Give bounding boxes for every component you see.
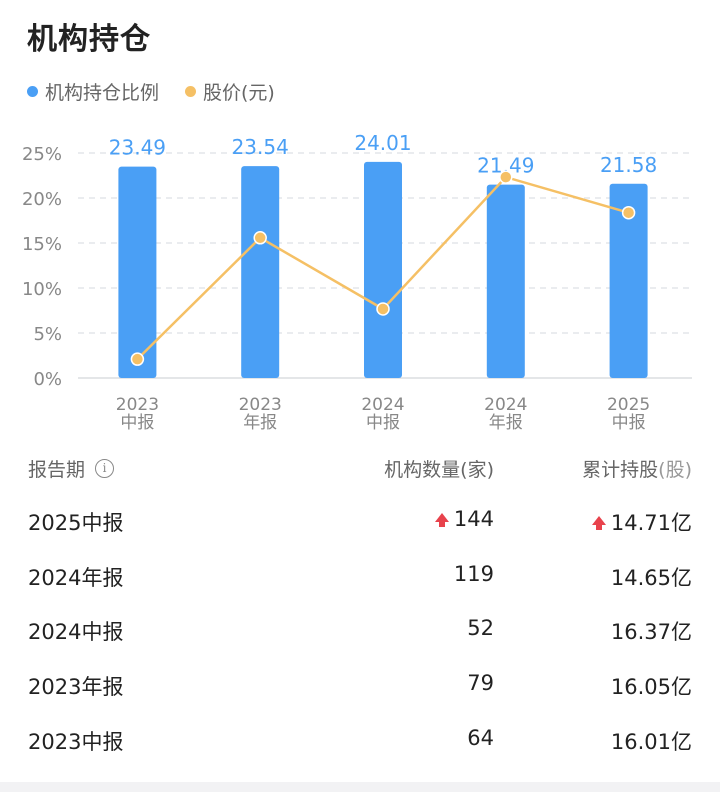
header-period-label: 报告期	[28, 459, 86, 481]
header-shares-label: 累计持股	[582, 459, 659, 481]
table-header: 报告期 i 机构数量(家) 累计持股(股)	[0, 455, 720, 485]
data-label: 23.49	[109, 136, 166, 160]
table-row[interactable]: 2024中报 52 16.37亿	[0, 616, 720, 670]
bar	[118, 166, 157, 378]
up-arrow-icon	[591, 515, 606, 530]
row-count: 144	[434, 507, 494, 531]
x-tick-label-year: 2024	[361, 395, 404, 415]
row-count-value: 144	[453, 507, 494, 531]
page-title: 机构持仓	[27, 22, 151, 57]
row-count: 79	[467, 671, 494, 695]
x-tick-label-period: 中报	[612, 413, 646, 433]
table-row[interactable]: 2025中报 144 14.71亿	[0, 507, 720, 561]
header-shares: 累计持股(股)	[582, 455, 692, 482]
row-period: 2025中报	[28, 511, 124, 535]
row-period: 2024中报	[28, 620, 124, 644]
price-point	[499, 170, 513, 184]
x-tick-label-period: 中报	[366, 413, 400, 433]
header-shares-unit: (股)	[658, 459, 692, 481]
legend-label-price: 股价(元)	[203, 82, 275, 104]
chart-legend: 机构持仓比例 股价(元)	[27, 78, 301, 105]
price-point	[621, 205, 636, 220]
row-count-value: 119	[453, 562, 494, 586]
header-count: 机构数量(家)	[384, 459, 494, 481]
legend-item-holding[interactable]: 机构持仓比例	[27, 78, 159, 105]
row-shares: 16.05亿	[611, 671, 692, 701]
x-tick-label-year: 2024	[484, 395, 527, 415]
price-point	[130, 352, 145, 366]
row-shares: 14.71亿	[591, 507, 692, 537]
data-label: 21.58	[600, 153, 657, 177]
bar	[364, 161, 402, 378]
row-count-value: 52	[467, 616, 494, 640]
row-period: 2024年报	[28, 566, 124, 590]
bar	[486, 184, 525, 378]
row-count: 119	[454, 562, 494, 586]
y-tick-label: 20%	[22, 189, 62, 210]
y-tick-label: 15%	[22, 234, 62, 255]
row-period: 2023中报	[28, 730, 124, 754]
x-tick-label-period: 年报	[243, 413, 277, 433]
bar	[609, 183, 648, 378]
info-icon[interactable]: i	[95, 459, 115, 478]
x-tick-label-period: 年报	[489, 413, 523, 433]
row-count: 64	[467, 726, 494, 750]
x-tick-label-period: 中报	[120, 413, 154, 433]
row-period: 2023年报	[28, 675, 124, 699]
bar	[241, 166, 280, 378]
row-count-value: 79	[467, 671, 494, 695]
price-point	[253, 231, 267, 245]
y-tick-label: 5%	[33, 324, 62, 345]
x-tick-label-year: 2023	[116, 395, 159, 415]
row-shares-value: 14.71亿	[610, 511, 692, 535]
legend-dot-holding	[27, 86, 38, 97]
row-shares-value: 16.37亿	[610, 620, 692, 644]
header-period: 报告期 i	[28, 455, 115, 482]
data-label: 23.54	[232, 135, 289, 159]
legend-label-holding: 机构持仓比例	[45, 82, 160, 104]
x-tick-label-year: 2023	[239, 395, 282, 415]
y-tick-label: 25%	[22, 144, 62, 165]
row-shares-value: 14.65亿	[610, 566, 692, 590]
table-row[interactable]: 2024年报 119 14.65亿	[0, 562, 720, 616]
row-count-value: 64	[467, 726, 494, 750]
table-row[interactable]: 2023中报 64 16.01亿	[0, 726, 720, 780]
legend-item-price[interactable]: 股价(元)	[185, 78, 275, 105]
table-row[interactable]: 2023年报 79 16.05亿	[0, 671, 720, 725]
row-shares: 14.65亿	[611, 562, 692, 592]
y-tick-label: 10%	[22, 279, 62, 300]
row-shares: 16.37亿	[611, 616, 692, 646]
legend-dot-price	[185, 86, 197, 97]
price-point	[376, 302, 390, 316]
row-shares-value: 16.01亿	[610, 730, 692, 754]
x-tick-label-year: 2025	[607, 395, 650, 415]
row-shares-value: 16.05亿	[610, 675, 692, 699]
bottom-divider	[0, 782, 720, 792]
y-tick-label: 0%	[33, 369, 62, 390]
row-shares: 16.01亿	[611, 726, 692, 756]
row-count: 52	[467, 616, 494, 640]
data-label: 24.01	[354, 131, 411, 155]
up-arrow-icon	[434, 512, 449, 527]
